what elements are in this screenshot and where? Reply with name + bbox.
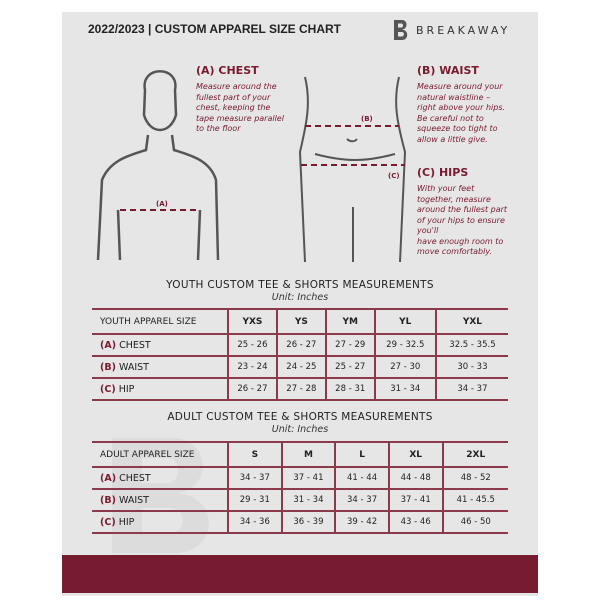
- cell: 31 - 34: [280, 489, 336, 511]
- cell: 37 - 41: [387, 489, 443, 511]
- chest-figure-illustration: (A): [96, 70, 220, 260]
- cell: 25 - 26: [227, 334, 277, 356]
- row-label: (A) CHEST: [100, 472, 151, 484]
- page-title: 2022/2023 | CUSTOM APPAREL SIZE CHART: [88, 22, 341, 36]
- table-row: (B) WAIST 23 - 24 24 - 25 25 - 27 27 - 3…: [92, 356, 508, 378]
- cell: 46 - 50: [441, 511, 508, 533]
- cell: 29 - 31: [227, 489, 282, 511]
- size-header: 2XL: [441, 442, 508, 467]
- size-header: YXS: [227, 309, 277, 334]
- youth-section-title: YOUTH CUSTOM TEE & SHORTS MEASUREMENTS: [166, 279, 434, 291]
- size-header: M: [280, 442, 336, 467]
- cell: 24 - 25: [275, 356, 326, 378]
- cell: 34 - 36: [227, 511, 282, 533]
- brand-name: BREAKAWAY: [416, 23, 511, 37]
- cell: 27 - 29: [324, 334, 375, 356]
- cell: 27 - 28: [275, 378, 326, 400]
- size-header: YL: [373, 309, 436, 334]
- table-row: (A) CHEST 25 - 26 26 - 27 27 - 29 29 - 3…: [92, 334, 508, 356]
- table-header-row: ADULT APPAREL SIZE S M L XL 2XL: [92, 442, 508, 467]
- size-header: YS: [275, 309, 326, 334]
- cell: 41 - 44: [334, 467, 389, 489]
- row-label: (B) WAIST: [100, 361, 149, 373]
- chest-heading: (A) CHEST: [196, 64, 259, 77]
- cell: 43 - 46: [387, 511, 443, 533]
- hips-heading: (C) HIPS: [417, 166, 469, 179]
- table-header-row: YOUTH APPAREL SIZE YXS YS YM YL YXL: [92, 309, 508, 334]
- size-header: L: [334, 442, 389, 467]
- hips-marker: (C): [388, 172, 400, 180]
- adult-unit: Unit: Inches: [271, 424, 329, 435]
- waist-marker: (B): [361, 115, 373, 123]
- cell: 31 - 34: [373, 378, 436, 400]
- hips-description: With your feet together, measure around …: [417, 184, 508, 256]
- table-row: (C) HIP 26 - 27 27 - 28 28 - 31 31 - 34 …: [92, 378, 508, 400]
- chest-description: Measure around the fullest part of your …: [196, 82, 284, 133]
- header-label: ADULT APPAREL SIZE: [100, 449, 195, 460]
- youth-unit: Unit: Inches: [271, 292, 329, 303]
- header-label: YOUTH APPAREL SIZE: [100, 316, 197, 327]
- size-header: YM: [324, 309, 375, 334]
- cell: 37 - 41: [280, 467, 336, 489]
- waist-description: Measure around your natural waistline – …: [417, 82, 506, 144]
- cell: 34 - 37: [334, 489, 389, 511]
- cell: 36 - 39: [280, 511, 336, 533]
- table-row: (B) WAIST 29 - 31 31 - 34 34 - 37 37 - 4…: [92, 489, 508, 511]
- adult-section-title: ADULT CUSTOM TEE & SHORTS MEASUREMENTS: [167, 411, 433, 423]
- size-header: YXL: [434, 309, 508, 334]
- brand-logo: BREAKAWAY: [392, 19, 510, 41]
- cell: 32.5 - 35.5: [434, 334, 508, 356]
- cell: 48 - 52: [441, 467, 508, 489]
- cell: 44 - 48: [387, 467, 443, 489]
- row-label: (C) HIP: [100, 383, 135, 395]
- cell: 29 - 32.5: [373, 334, 436, 356]
- cell: 28 - 31: [324, 378, 375, 400]
- table-row: (C) HIP 34 - 36 36 - 39 39 - 42 43 - 46 …: [92, 511, 508, 533]
- waist-heading: (B) WAIST: [417, 64, 479, 77]
- row-label: (A) CHEST: [100, 339, 151, 351]
- size-header: XL: [387, 442, 443, 467]
- adult-size-table: ADULT APPAREL SIZE S M L XL 2XL (A) CHES…: [92, 441, 508, 534]
- cell: 27 - 30: [373, 356, 436, 378]
- waist-hips-figure-illustration: (B) (C): [298, 76, 407, 262]
- cell: 34 - 37: [434, 378, 508, 400]
- cell: 26 - 27: [275, 334, 326, 356]
- chest-marker: (A): [156, 200, 168, 208]
- footer-band: [62, 555, 538, 593]
- breakaway-logo-icon: [394, 20, 408, 40]
- row-label: (C) HIP: [100, 516, 135, 528]
- cell: 39 - 42: [334, 511, 389, 533]
- youth-size-table: YOUTH APPAREL SIZE YXS YS YM YL YXL (A) …: [92, 308, 508, 401]
- cell: 41 - 45.5: [441, 489, 508, 511]
- size-header: S: [227, 442, 282, 467]
- cell: 23 - 24: [227, 356, 277, 378]
- table-row: (A) CHEST 34 - 37 37 - 41 41 - 44 44 - 4…: [92, 467, 508, 489]
- watermark-b-logo: [112, 438, 209, 553]
- cell: 25 - 27: [324, 356, 375, 378]
- cell: 26 - 27: [227, 378, 277, 400]
- cell: 30 - 33: [434, 356, 508, 378]
- row-label: (B) WAIST: [100, 494, 149, 506]
- cell: 34 - 37: [227, 467, 282, 489]
